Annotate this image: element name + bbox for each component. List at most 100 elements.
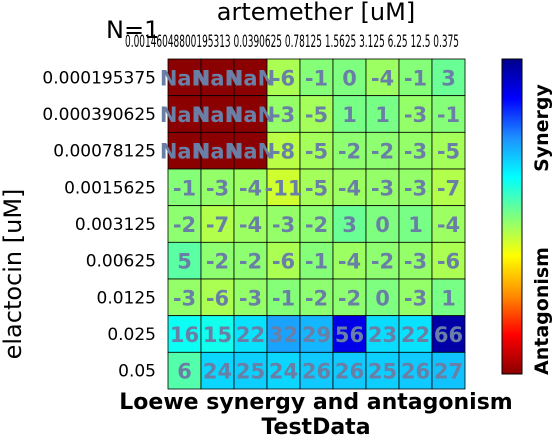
y-tick-labels: 0.000195375 0.000390625 0.00078125 0.001562… [42,68,156,381]
cell-value-label: 24 [203,360,232,384]
heatmap-cell [431,131,466,170]
cell-value-label: -3 [173,286,196,310]
heatmap-cell [167,131,202,170]
cell-value-label: 0 [375,213,390,237]
heatmap-cell [398,205,433,243]
cell-value-label: -3 [404,140,427,164]
heatmap-cell [431,168,466,207]
cell-value-label: 22 [401,323,430,347]
y-tick-label: 0.00078125 [53,142,156,162]
cell-value-label: NaN [193,66,242,90]
chart-title: Loewe synergy and antagonism [119,390,512,415]
y-axis-label: elactocin [uM] [0,189,27,360]
x-tick-labels: 0.00146048800195313 0.0390625 0.78125 1.… [125,32,459,52]
cell-value-label: -5 [437,140,460,164]
cell-value-label: -4 [239,213,262,237]
cell-value-label: 6 [177,360,192,384]
cell-value-label: 56 [335,323,364,347]
heatmap-cell [398,95,433,133]
colorbar-bottom-label: Antagonism [531,247,553,375]
cell-value-label: 27 [434,360,463,384]
heatmap-cell [431,205,466,243]
heatmap-cell [398,278,433,317]
heatmap-cell [365,351,400,390]
heatmap-cell [332,278,367,317]
heatmap-cell [200,315,235,353]
cell-value-label: -3 [404,176,427,200]
heatmap-cell [200,168,235,207]
cell-value-label: -3 [272,213,295,237]
cell-value-label: -6 [272,250,295,274]
heatmap-cell [398,58,433,97]
cell-value-label: -2 [206,250,229,274]
heatmap-cell [332,351,367,390]
heatmap-cell [431,278,466,317]
cell-value-label: -2 [173,213,196,237]
cell-value-label: 15 [203,323,232,347]
cell-value-label: -3 [371,176,394,200]
cell-value-label: -3 [404,103,427,127]
cell-value-label: -2 [371,140,394,164]
y-tick-label: 0.00625 [86,252,156,272]
cell-value-label: -5 [305,140,328,164]
cell-value-label: 25 [236,360,265,384]
heatmap-cell [167,351,202,390]
cell-value-label: 32 [269,323,298,347]
heatmap-cell [332,95,367,133]
cell-value-label: 24 [269,360,298,384]
cell-value-label: NaN [193,140,242,164]
heatmap-cell [200,205,235,243]
heatmap-cell [167,278,202,317]
cell-value-label: 1 [375,103,390,127]
cell-value-label: 1 [342,103,357,127]
heatmap-cell [365,241,400,280]
heatmap-cell [233,168,268,207]
y-tick-label: 0.000390625 [42,105,156,125]
heatmap-cell [431,351,466,390]
colorbar [501,58,523,375]
heatmap-cell [299,131,334,170]
corner-label: N=1 [106,16,159,44]
heatmap-cell [299,205,334,243]
cell-value-label: -5 [305,176,328,200]
x-axis-label: artemether [uM] [217,0,415,26]
y-tick-label: 0.025 [107,325,156,345]
cell-value-label: NaN [160,66,209,90]
heatmap-cell [200,278,235,317]
cell-value-label: -4 [437,213,460,237]
y-tick-label: 0.000195375 [42,68,156,88]
y-tick-label: 0.0015625 [64,178,156,198]
cell-value-label: -2 [338,140,361,164]
heatmap-cell [266,278,301,317]
cell-value-label: -1 [305,250,328,274]
cell-value-label: NaN [193,103,242,127]
cell-value-label: -3 [404,250,427,274]
cell-value-label: 16 [170,323,199,347]
cell-value-label: 23 [368,323,397,347]
cell-value-label: 26 [401,360,430,384]
cell-value-label: -7 [206,213,229,237]
cell-value-label: -1 [437,103,460,127]
cell-value-label: 25 [368,360,397,384]
cell-value-label: -3 [272,103,295,127]
cell-value-label: -3 [206,176,229,200]
heatmap-cell [167,58,202,97]
heatmap-cell [167,315,202,353]
heatmap-cell [233,58,268,97]
heatmap-cell [398,131,433,170]
cell-value-label: -3 [239,286,262,310]
heatmap-cell [398,351,433,390]
heatmap-cell [431,241,466,280]
cell-value-label: 0 [342,66,357,90]
chart-subtitle: TestData [261,415,370,437]
cell-value-label: NaN [160,140,209,164]
cell-value-label: 0 [375,286,390,310]
cell-value-label: 29 [302,323,331,347]
heatmap-cell [200,241,235,280]
heatmap-cell [266,351,301,390]
cell-value-label: 3 [342,213,357,237]
heatmap-cell [167,95,202,133]
heatmap-cell [365,95,400,133]
cell-value-label: -11 [265,176,303,200]
